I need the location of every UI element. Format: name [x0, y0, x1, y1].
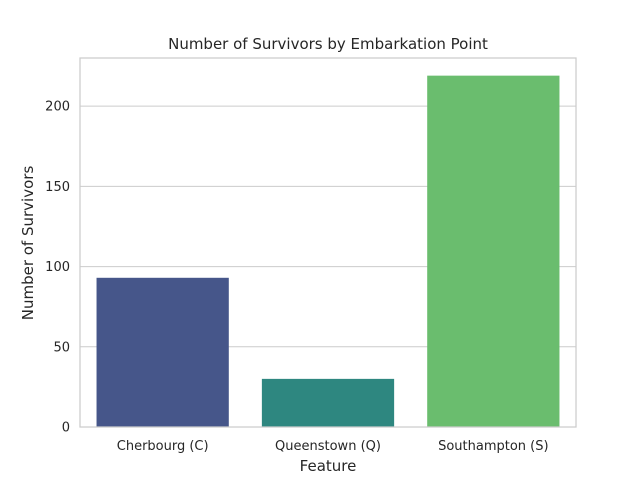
bar-2 — [261, 378, 395, 427]
bar-3 — [427, 75, 560, 427]
bar-1 — [96, 277, 229, 427]
chart-title: Number of Survivors by Embarkation Point — [168, 35, 488, 53]
x-tick-label: Queenstown (Q) — [275, 439, 381, 454]
x-tick-label: Southampton (S) — [438, 439, 548, 454]
y-tick-label: 200 — [45, 100, 70, 115]
y-tick-label: 150 — [45, 180, 70, 195]
y-axis-label: Number of Survivors — [19, 166, 37, 321]
x-axis-label: Feature — [300, 457, 357, 475]
y-tick-label: 0 — [62, 421, 70, 436]
y-tick-label: 100 — [45, 260, 70, 275]
plot-frame — [79, 57, 577, 428]
x-tick-label: Cherbourg (C) — [117, 439, 209, 454]
x-tick-labels: Cherbourg (C) Queenstown (Q) Southampton (… — [117, 439, 549, 454]
y-tick-label: 50 — [53, 340, 70, 355]
bars — [96, 75, 560, 427]
y-tick-labels: 0 50 100 150 200 — [45, 100, 70, 436]
